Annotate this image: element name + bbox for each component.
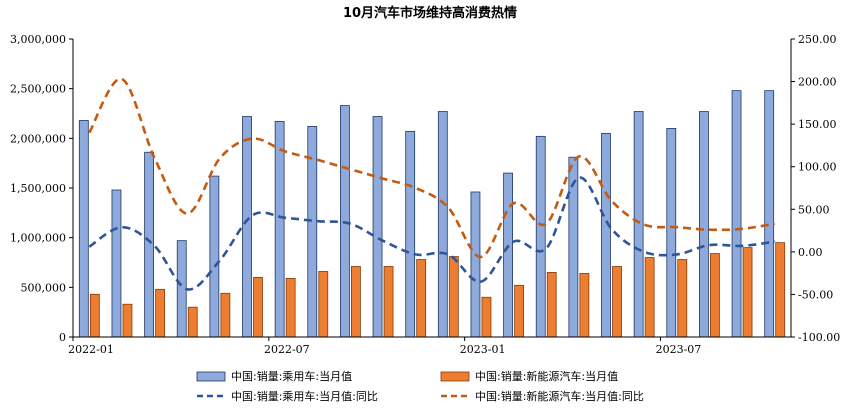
- nev-bar: [775, 242, 786, 338]
- nev-bar: [383, 266, 394, 338]
- passenger-car-bar: [764, 90, 775, 338]
- right-axis: -100.00 -50.00 0.00 50.00 100.00 150.00 200.00…: [790, 33, 840, 344]
- x-axis: 2022-01 2022-07 2023-01 2023-07: [68, 336, 791, 356]
- line-series: [88, 77, 775, 291]
- passenger-car-bar: [666, 127, 677, 338]
- legend-label: 中国:销量:新能源汽车:当月值: [475, 369, 618, 383]
- nev-bar: [416, 259, 427, 338]
- passenger-car-bar: [242, 116, 252, 338]
- legend-swatch: [440, 371, 470, 382]
- nev-bar: [351, 266, 361, 338]
- passenger-car-bar: [78, 120, 89, 338]
- passenger-car-bar: [437, 111, 448, 338]
- legend-label: 中国:销量:乘用车:当月值: [231, 369, 352, 383]
- right-tick-label: -100.00: [798, 331, 840, 344]
- nev-yoy-line: [88, 77, 775, 259]
- x-tick-label: 2023-01: [460, 343, 506, 356]
- passenger-car-bar: [274, 121, 285, 338]
- right-tick-label: 50.00: [798, 203, 830, 216]
- nev-bar: [677, 259, 688, 338]
- nev-bar: [481, 296, 492, 338]
- left-tick-label: 1,500,000: [10, 182, 66, 195]
- x-tick-label: 2022-07: [264, 343, 310, 356]
- left-tick-label: 1,000,000: [10, 232, 66, 245]
- right-tick-label: -50.00: [798, 288, 833, 301]
- legend-label: 中国:销量:乘用车:当月值:同比: [231, 389, 378, 403]
- right-tick-label: 150.00: [798, 118, 837, 131]
- left-tick-label: 500,000: [21, 281, 67, 294]
- nev-bar: [318, 271, 329, 338]
- legend: 中国:销量:乘用车:当月值 中国:销量:新能源汽车:当月值中国:销量:乘用车:当月…: [196, 369, 644, 403]
- passenger-car-bar: [405, 130, 416, 338]
- passenger-car-bar: [470, 191, 481, 338]
- left-axis: 0 500,000 1,000,000 1,500,000 2,000,000 2,500…: [10, 33, 74, 344]
- passenger-car-bar: [144, 151, 154, 338]
- nev-bar: [546, 272, 557, 338]
- passenger-car-bar: [699, 111, 709, 338]
- nev-bar: [710, 253, 720, 338]
- nev-bar: [220, 292, 231, 338]
- nev-bar: [448, 256, 459, 338]
- nev-bar: [612, 266, 622, 338]
- nev-bar: [742, 247, 753, 338]
- passenger-car-bar: [731, 90, 742, 338]
- nev-bar: [122, 303, 133, 338]
- passenger-car-bar: [503, 172, 513, 338]
- nev-bar: [644, 257, 655, 338]
- nev-bar: [514, 284, 524, 338]
- left-tick-label: 0: [59, 331, 66, 344]
- legend-label: 中国:销量:新能源汽车:当月值:同比: [475, 389, 644, 403]
- nev-bar: [579, 273, 590, 338]
- nev-bar: [187, 306, 198, 338]
- nev-bar: [285, 277, 296, 338]
- passenger-car-bar: [601, 132, 611, 338]
- left-tick-label: 2,000,000: [10, 132, 66, 145]
- left-tick-label: 2,500,000: [10, 83, 66, 96]
- right-tick-label: 100.00: [798, 161, 837, 174]
- nev-bar: [253, 276, 263, 338]
- legend-swatch: [196, 371, 226, 382]
- nev-bar: [89, 293, 100, 338]
- left-tick-label: 3,000,000: [10, 33, 66, 46]
- passenger-car-bar: [111, 189, 122, 338]
- passenger-car-bar: [535, 135, 546, 338]
- passenger-car-bar: [372, 116, 383, 338]
- passenger-car-bar: [633, 111, 644, 338]
- right-tick-label: 200.00: [798, 76, 837, 89]
- right-tick-label: 250.00: [798, 33, 837, 46]
- x-tick-label: 2023-07: [656, 343, 702, 356]
- x-tick-label: 2022-01: [68, 343, 114, 356]
- passenger-car-bar: [209, 175, 220, 338]
- nev-bar: [155, 288, 165, 338]
- chart-title: 10月汽车市场维持高消费热情: [343, 5, 517, 21]
- right-tick-label: 0.00: [798, 246, 823, 259]
- passenger-car-bar: [176, 240, 187, 338]
